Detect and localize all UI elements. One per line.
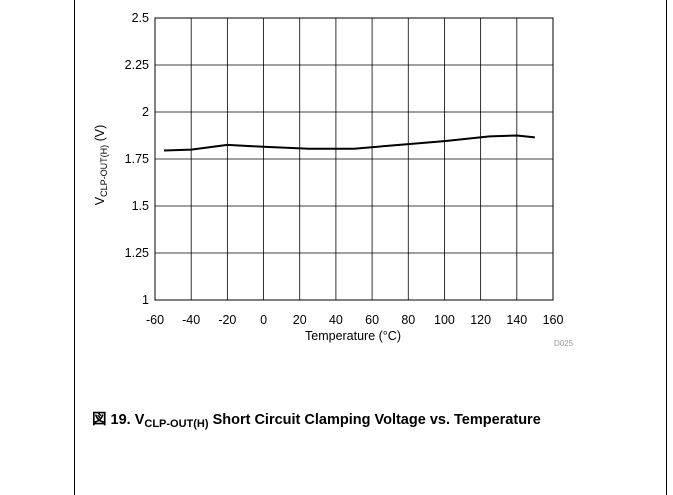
x-tick-label-8: 100 (434, 313, 455, 327)
page-border-right (666, 0, 667, 495)
x-tick-label-0: -60 (146, 313, 164, 327)
y-tick-label-2: 1.5 (132, 199, 149, 213)
caption-prefix: 図 19. V (92, 412, 145, 428)
y-tick-label-0: 1 (142, 293, 149, 307)
x-tick-label-10: 140 (506, 313, 527, 327)
caption-subscript: CLP-OUT(H) (144, 418, 209, 430)
x-tick-label-7: 80 (401, 313, 415, 327)
caption-suffix: Short Circuit Clamping Voltage vs. Tempe… (208, 412, 541, 428)
x-tick-label-11: 160 (543, 313, 564, 327)
series-line-0 (163, 134, 536, 152)
y-tick-label-1: 1.25 (125, 246, 149, 260)
x-tick-label-6: 60 (365, 313, 379, 327)
temperature-chart: 1 1.25 1.5 1.75 2 2.25 2.5 -60 -40 -20 0 20 40 60 80 1… (93, 11, 574, 348)
y-tick-label-4: 2 (142, 105, 149, 119)
y-tick-labels: 1 1.25 1.5 1.75 2 2.25 2.5 (125, 11, 149, 307)
x-tick-label-4: 20 (293, 313, 307, 327)
y-tick-label-3: 1.75 (125, 152, 149, 166)
y-tick-label-5: 2.25 (125, 58, 149, 72)
x-tick-label-5: 40 (329, 313, 343, 327)
plot-frame (154, 17, 554, 301)
y-axis-label-main: V (93, 196, 107, 205)
page-border-left (74, 0, 75, 495)
y-axis-label-sub: CLP-OUT(H) (99, 145, 109, 197)
x-axis-label: Temperature (°C) (305, 329, 401, 343)
figure-caption: 図 19. VCLP-OUT(H) Short Circuit Clamping… (92, 408, 541, 430)
y-tick-label-6: 2.5 (132, 11, 149, 25)
y-axis-label: VCLP-OUT(H) (V) (93, 125, 109, 205)
x-tick-label-3: 0 (260, 313, 267, 327)
x-tick-label-2: -20 (218, 313, 236, 327)
x-tick-labels: -60 -40 -20 0 20 40 60 80 100 120 140 160 (146, 313, 564, 327)
x-tick-label-9: 120 (470, 313, 491, 327)
series-lines (163, 134, 536, 152)
y-axis-label-unit: (V) (93, 125, 107, 145)
x-tick-label-1: -40 (182, 313, 200, 327)
grid-lines (154, 17, 554, 301)
figure-id-label: D025 (554, 339, 574, 348)
